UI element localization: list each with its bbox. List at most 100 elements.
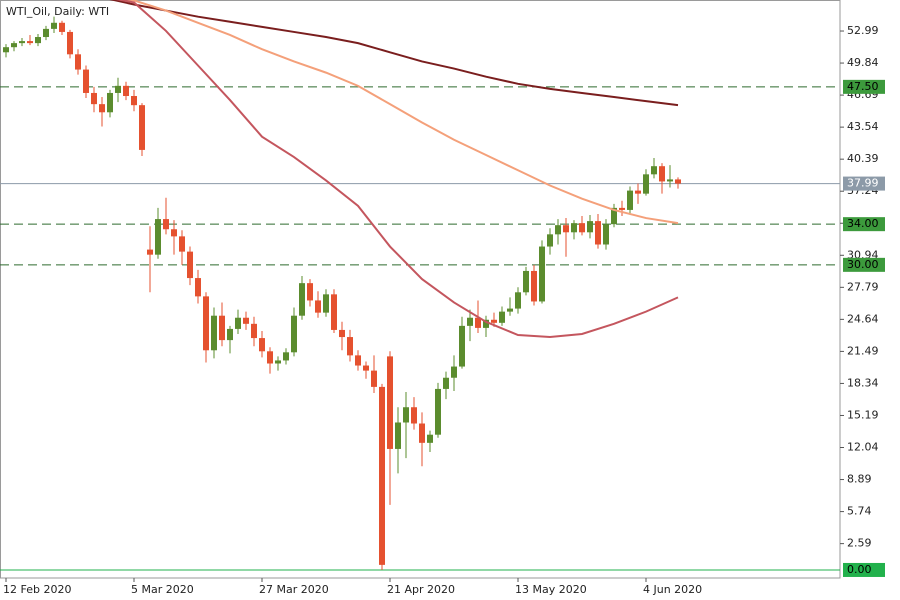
candle-body	[507, 308, 513, 312]
y-tick-label: 8.89	[847, 473, 872, 486]
candle-body	[227, 328, 233, 341]
y-tick-label: 2.59	[847, 537, 872, 550]
candle-body	[291, 315, 297, 353]
candle-body	[443, 377, 449, 389]
candle-body	[283, 352, 289, 361]
candle-body	[411, 407, 417, 424]
candle-body	[675, 179, 681, 184]
candle-body	[531, 270, 537, 302]
x-tick-label: 21 Apr 2020	[387, 583, 455, 596]
candle-body	[195, 278, 201, 297]
candle-body	[627, 190, 633, 210]
candle-body	[99, 104, 105, 113]
candle-body	[467, 317, 473, 326]
price-level-box	[843, 257, 885, 272]
price-level-label: 47.50	[847, 80, 879, 93]
candle-body	[451, 366, 457, 378]
x-tick-label: 4 Jun 2020	[643, 583, 702, 596]
candle-body	[579, 223, 585, 233]
candle-body	[203, 296, 209, 351]
candle-body	[555, 225, 561, 235]
chart-title: WTI_Oil, Daily: WTI	[6, 5, 109, 18]
price-level-box	[843, 176, 885, 191]
x-tick-label: 13 May 2020	[515, 583, 587, 596]
x-tick-label: 27 Mar 2020	[259, 583, 329, 596]
candle-body	[603, 224, 609, 245]
candle-body	[75, 54, 81, 70]
candle-body	[59, 22, 65, 32]
candle-body	[651, 166, 657, 175]
candle-body	[587, 221, 593, 233]
candle-body	[331, 294, 337, 330]
y-tick-label: 52.99	[847, 24, 879, 37]
candle-body	[51, 22, 57, 29]
candle-body	[363, 365, 369, 371]
candle-body	[427, 434, 433, 443]
moving-average	[109, 0, 679, 107]
candle-body	[523, 270, 529, 293]
price-level-box	[843, 562, 885, 577]
y-tick-label: 43.54	[847, 120, 879, 133]
candle-body	[659, 166, 665, 182]
candle-body	[459, 325, 465, 367]
candle-body	[147, 249, 153, 255]
x-tick-label: 12 Feb 2020	[3, 583, 71, 596]
candle-body	[187, 251, 193, 279]
candle-body	[243, 317, 249, 324]
candle-body	[315, 300, 321, 313]
candle-body	[643, 174, 649, 194]
candle-body	[347, 337, 353, 356]
candle-body	[251, 323, 257, 339]
candle-body	[131, 96, 137, 106]
candle-body	[635, 190, 641, 194]
price-level-box	[843, 217, 885, 232]
candle-body	[123, 85, 129, 97]
candle-body	[339, 329, 345, 338]
candle-body	[19, 41, 25, 44]
candle-body	[571, 223, 577, 233]
y-tick-label: 18.34	[847, 376, 879, 389]
candle-body	[155, 219, 161, 255]
overlay: 52.9949.8446.6943.5440.3937.2434.0930.94…	[3, 24, 885, 596]
candle-body	[43, 28, 49, 38]
candle-body	[403, 407, 409, 423]
y-tick-label: 5.74	[847, 505, 872, 518]
candle-body	[491, 319, 497, 323]
moving-average	[126, 0, 679, 225]
y-tick-label: 12.04	[847, 441, 879, 454]
candle-body	[307, 283, 313, 301]
candle-body	[91, 92, 97, 105]
candle-body	[499, 311, 505, 323]
candle-body	[387, 356, 393, 449]
y-tick-label: 21.49	[847, 344, 879, 357]
candle-body	[35, 37, 41, 44]
price-level-box	[843, 79, 885, 94]
plot-area	[0, 0, 840, 571]
candle-body	[267, 351, 273, 364]
y-tick-label: 27.79	[847, 280, 879, 293]
candle-body	[107, 92, 113, 113]
candle-body	[83, 69, 89, 93]
candle-body	[219, 315, 225, 341]
x-tick-label: 5 Mar 2020	[131, 583, 194, 596]
y-tick-label: 40.39	[847, 152, 879, 165]
price-level-label: 34.00	[847, 217, 879, 230]
candle-body	[163, 219, 169, 230]
candle-body	[323, 294, 329, 313]
candle-body	[139, 105, 145, 150]
candle-body	[115, 85, 121, 93]
candle-body	[419, 423, 425, 443]
price-level-label: 37.99	[847, 177, 879, 190]
candle-body	[179, 236, 185, 252]
candle-body	[67, 31, 73, 55]
price-level-label: 0.00	[847, 563, 872, 576]
candle-body	[483, 319, 489, 328]
candle-body	[619, 207, 625, 210]
candle-body	[547, 234, 553, 247]
candle-body	[211, 315, 217, 351]
y-tick-label: 24.64	[847, 312, 879, 325]
candle-body	[595, 221, 601, 245]
candle-body	[395, 422, 401, 449]
candle-body	[379, 386, 385, 565]
